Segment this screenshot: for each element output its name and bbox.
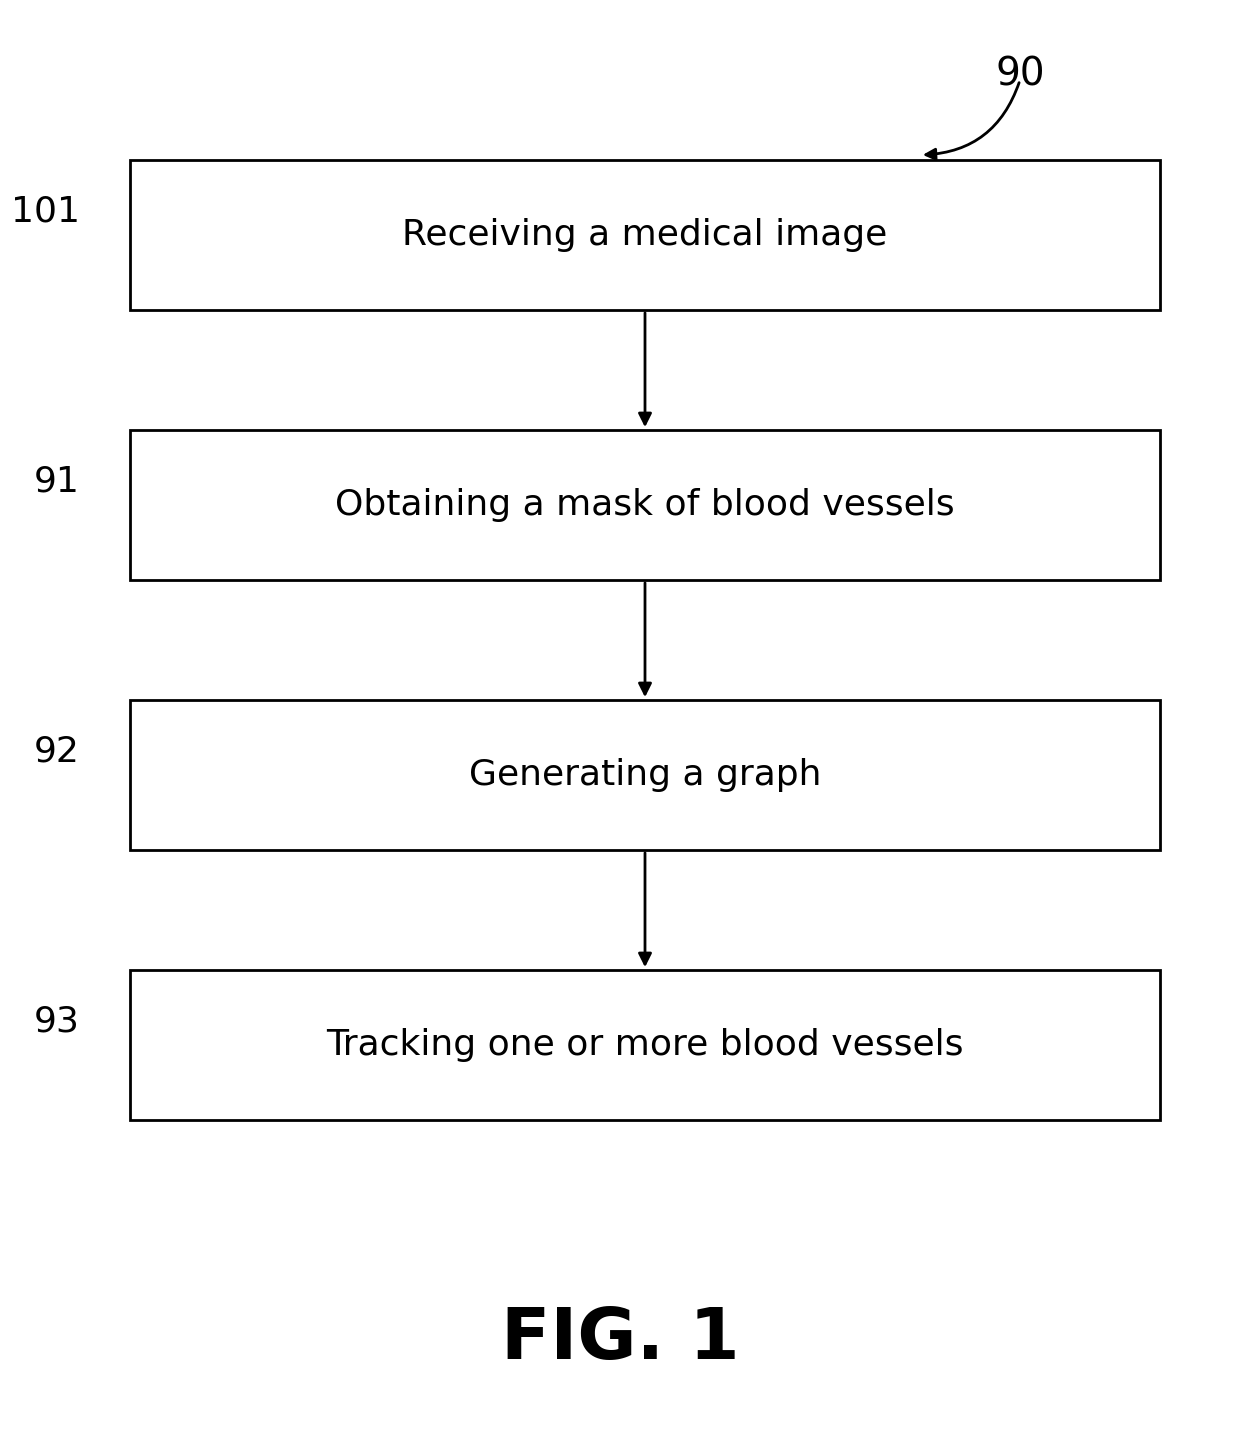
Bar [130, 971, 1159, 1120]
Text: 92: 92 [35, 735, 81, 769]
Text: Generating a graph: Generating a graph [469, 758, 821, 792]
Text: Obtaining a mask of blood vessels: Obtaining a mask of blood vessels [335, 487, 955, 522]
Bar [130, 160, 1159, 311]
Text: Tracking one or more blood vessels: Tracking one or more blood vessels [326, 1028, 963, 1063]
Text: 101: 101 [11, 196, 81, 229]
Text: 93: 93 [35, 1005, 81, 1040]
Text: 91: 91 [35, 464, 81, 499]
Bar [130, 700, 1159, 850]
Bar [130, 430, 1159, 580]
Text: Receiving a medical image: Receiving a medical image [402, 219, 888, 252]
Text: 90: 90 [996, 55, 1045, 93]
Text: FIG. 1: FIG. 1 [501, 1306, 739, 1375]
